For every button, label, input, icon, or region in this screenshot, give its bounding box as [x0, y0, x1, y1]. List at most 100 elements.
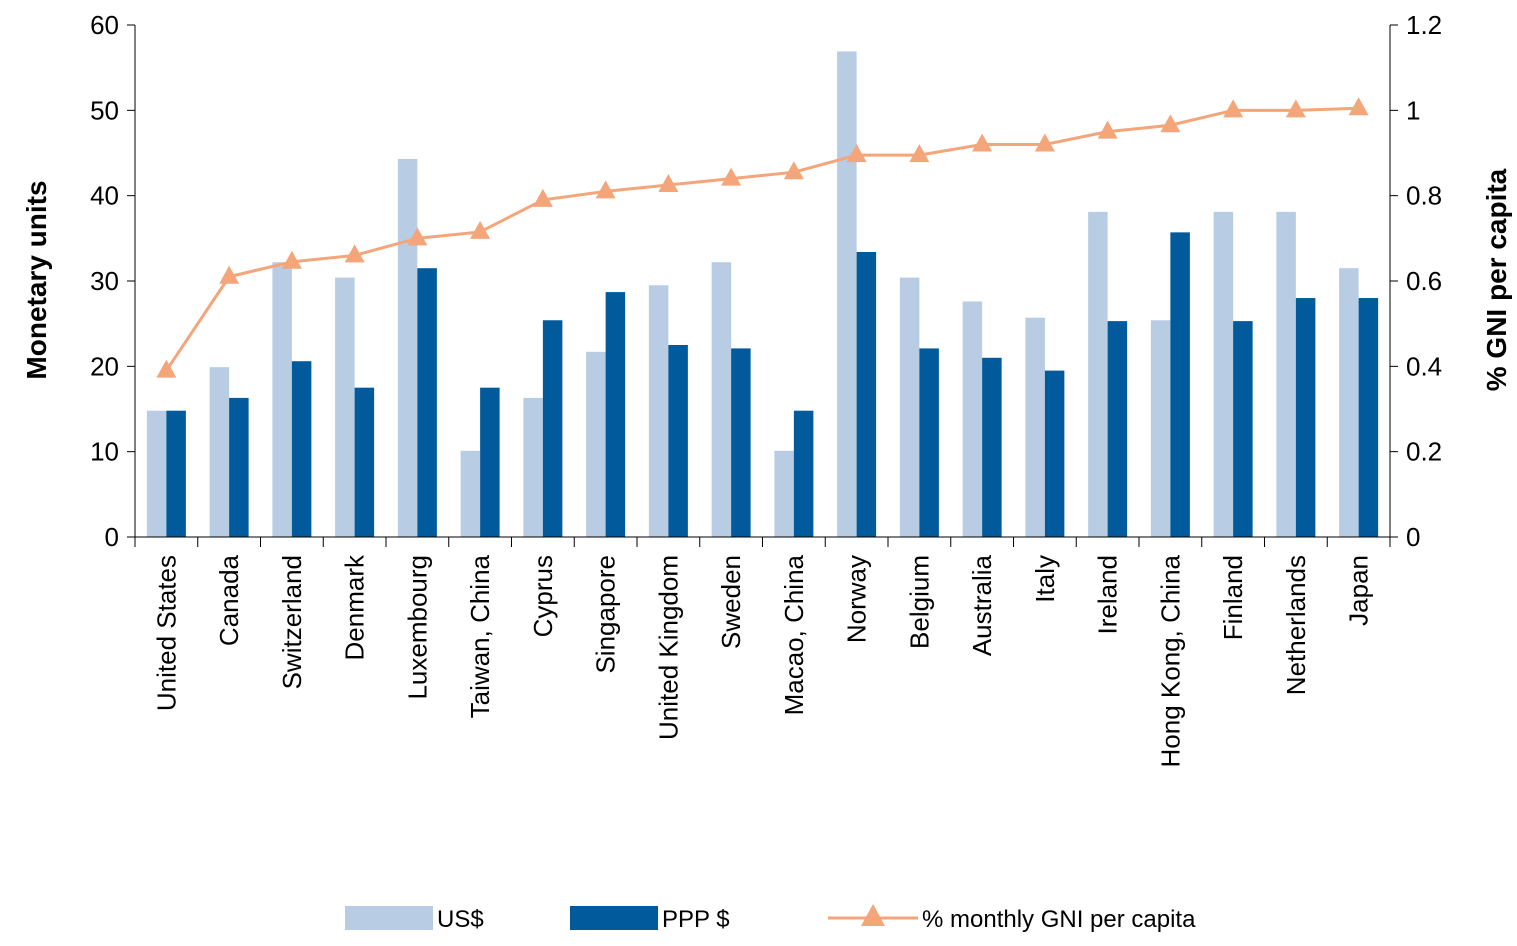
marker-triangle-14 [1034, 133, 1055, 152]
bar-usd-6 [523, 397, 543, 537]
bar-ppp-16 [1170, 232, 1190, 538]
bar-ppp-14 [1044, 370, 1065, 537]
marker-triangle-15 [1097, 120, 1118, 139]
bar-ppp-1 [229, 397, 249, 537]
marker-triangle-16 [1160, 114, 1181, 133]
bar-usd-0 [146, 410, 167, 537]
bar-ppp-10 [793, 410, 814, 537]
category-label-13: Australia [967, 554, 997, 656]
right-tick-label-6: 1.2 [1406, 10, 1442, 40]
left-axis-title: Monetary units [21, 180, 52, 379]
bar-usd-7 [586, 351, 606, 537]
legend-label-usd: US$ [437, 906, 484, 933]
marker-triangle-5 [470, 220, 491, 239]
legend-marker-gni [861, 904, 885, 926]
left-tick-label-5: 50 [90, 95, 119, 125]
bar-usd-11 [837, 51, 857, 537]
bar-ppp-7 [605, 292, 626, 537]
marker-triangle-10 [783, 161, 804, 180]
bar-ppp-5 [480, 387, 500, 537]
category-label-7: Singapore [591, 555, 621, 674]
category-label-1: Canada [214, 554, 244, 646]
category-label-9: Sweden [716, 555, 746, 649]
right-axis-title: % GNI per capita [1481, 168, 1512, 391]
left-tick-label-0: 0 [105, 522, 119, 552]
marker-triangle-17 [1223, 99, 1244, 118]
bar-ppp-9 [731, 348, 751, 537]
bar-usd-18 [1276, 211, 1296, 537]
bar-usd-2 [272, 262, 292, 537]
marker-triangle-11 [846, 144, 867, 163]
marker-triangle-12 [909, 144, 930, 163]
marker-triangle-0 [156, 359, 177, 378]
category-label-4: Luxembourg [402, 555, 432, 700]
bar-usd-16 [1150, 320, 1171, 537]
line-gni-series [165, 106, 1359, 372]
category-label-10: Macao, China [779, 554, 809, 715]
left-tick-label-3: 30 [90, 266, 119, 296]
marker-triangle-2 [281, 250, 302, 269]
bar-ppp-15 [1107, 321, 1128, 537]
right-tick-label-0: 0 [1406, 522, 1420, 552]
right-tick-label-3: 0.6 [1406, 266, 1442, 296]
bar-usd-13 [962, 301, 983, 537]
marker-triangle-4 [407, 227, 428, 246]
category-label-5: Taiwan, China [465, 554, 495, 718]
bar-usd-17 [1213, 211, 1234, 537]
plot-area [146, 51, 1379, 538]
bar-ppp-3 [354, 387, 375, 537]
category-label-11: Norway [842, 555, 872, 643]
bar-ppp-13 [982, 357, 1002, 537]
bar-ppp-2 [291, 361, 312, 537]
marker-triangle-7 [595, 180, 616, 199]
bar-usd-10 [774, 450, 794, 537]
category-label-14: Italy [1030, 555, 1060, 603]
category-label-16: Hong Kong, China [1155, 554, 1185, 767]
category-label-2: Switzerland [277, 555, 307, 689]
bar-ppp-18 [1295, 298, 1316, 537]
bar-ppp-4 [417, 268, 437, 537]
category-label-8: United Kingdom [653, 555, 683, 740]
bar-usd-8 [648, 285, 669, 537]
legend-swatch-ppp [570, 906, 658, 930]
left-y-axis: 0 10 20 30 40 50 60 [90, 10, 136, 552]
category-label-15: Ireland [1093, 555, 1123, 635]
bar-ppp-6 [542, 320, 563, 537]
bar-usd-4 [397, 158, 418, 537]
left-tick-label-4: 40 [90, 181, 119, 211]
right-tick-label-4: 0.8 [1406, 181, 1442, 211]
legend-label-ppp: PPP $ [662, 906, 730, 933]
bar-usd-9 [711, 262, 732, 537]
marker-triangle-1 [219, 265, 240, 284]
legend-swatch-usd [345, 906, 433, 930]
left-tick-label-1: 10 [90, 437, 119, 467]
bar-usd-12 [899, 277, 920, 537]
bar-ppp-17 [1233, 321, 1253, 537]
marker-triangle-3 [344, 244, 365, 263]
category-label-3: Denmark [340, 554, 370, 660]
category-label-19: Japan [1344, 555, 1374, 626]
category-label-0: United States [151, 555, 181, 711]
category-label-18: Netherlands [1281, 555, 1311, 695]
left-tick-label-2: 20 [90, 351, 119, 381]
marker-triangle-6 [532, 188, 553, 207]
marker-triangle-19 [1348, 97, 1369, 116]
bar-ppp-19 [1358, 298, 1379, 537]
left-tick-label-6: 60 [90, 10, 119, 40]
legend: US$ PPP $ % monthly GNI per capita [345, 904, 1196, 933]
bar-usd-19 [1339, 268, 1359, 537]
right-tick-label-1: 0.2 [1406, 437, 1442, 467]
bar-ppp-12 [919, 348, 939, 537]
x-axis: United States Canada Switzerland Denmark Lux… [127, 536, 1398, 767]
bar-ppp-8 [668, 345, 688, 537]
bar-ppp-0 [166, 410, 186, 537]
marker-triangle-8 [658, 174, 679, 192]
category-label-6: Cyprus [528, 555, 558, 637]
bar-usd-14 [1025, 317, 1045, 537]
right-tick-label-2: 0.4 [1406, 351, 1442, 381]
bar-usd-15 [1088, 211, 1108, 537]
right-tick-label-5: 1 [1406, 95, 1420, 125]
category-label-12: Belgium [904, 555, 934, 649]
category-label-17: Finland [1218, 555, 1248, 640]
